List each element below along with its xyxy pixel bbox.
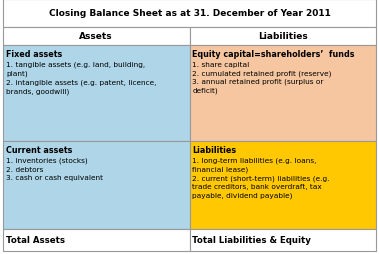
Bar: [3, 229, 190, 251]
Bar: [3, 141, 190, 229]
Bar: [3, 46, 190, 141]
Text: 1. tangible assets (e.g. land, building,
plant)
2. intangible assets (e.g. paten: 1. tangible assets (e.g. land, building,…: [6, 62, 157, 94]
Bar: [190, 28, 376, 46]
Bar: [190, 141, 376, 229]
Text: Equity capital=shareholders’  funds: Equity capital=shareholders’ funds: [193, 50, 355, 59]
Text: Closing Balance Sheet as at 31. December of Year 2011: Closing Balance Sheet as at 31. December…: [49, 9, 330, 19]
Text: Liabilities: Liabilities: [258, 32, 308, 41]
Text: 1. long-term liabilities (e.g. loans,
financial lease)
2. current (short-term) l: 1. long-term liabilities (e.g. loans, fi…: [193, 157, 330, 198]
Text: 1. inventories (stocks)
2. debtors
3. cash or cash equivalent: 1. inventories (stocks) 2. debtors 3. ca…: [6, 157, 103, 180]
Bar: [3, 0, 376, 28]
Text: 1. share capital
2. cumulated retained profit (reserve)
3. annual retained profi: 1. share capital 2. cumulated retained p…: [193, 62, 332, 94]
Text: Current assets: Current assets: [6, 146, 72, 154]
Bar: [190, 229, 376, 251]
Bar: [3, 28, 190, 46]
Bar: [190, 46, 376, 141]
Text: Fixed assets: Fixed assets: [6, 50, 62, 59]
Text: Total Liabilities & Equity: Total Liabilities & Equity: [193, 235, 312, 245]
Text: Liabilities: Liabilities: [193, 146, 236, 154]
Text: Assets: Assets: [80, 32, 113, 41]
Text: Total Assets: Total Assets: [6, 235, 65, 245]
